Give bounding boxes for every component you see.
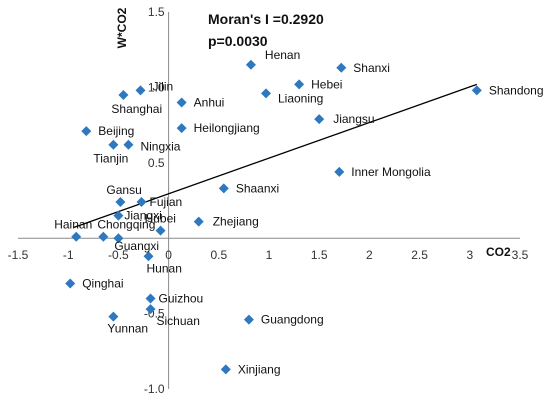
x-tick-label: 0.5: [210, 248, 227, 262]
data-point-heilongjiang: [176, 123, 187, 134]
point-label-guizhou: Guizhou: [159, 292, 204, 306]
point-label-hainan: Hainan: [54, 218, 92, 232]
point-label-qinghai: Qinghai: [82, 276, 123, 290]
data-point-tianjin: [108, 139, 119, 150]
point-label-shaanxi: Shaanxi: [236, 181, 279, 195]
point-label-sichuan: Sichuan: [157, 314, 200, 328]
x-axis-title: CO2: [486, 245, 511, 259]
data-point-jiangsu: [314, 114, 325, 125]
x-tick-label: 0: [165, 248, 172, 262]
point-label-jiangxi: Jiangxi: [124, 209, 161, 223]
point-label-jiangsu: Jiangsu: [333, 112, 374, 126]
data-point-guangdong: [243, 314, 254, 325]
point-label-fujian: Fujian: [149, 195, 182, 209]
point-label-heilongjiang: Heilongjiang: [194, 121, 260, 135]
y-tick-label: 1.0: [148, 80, 165, 94]
data-point-jilin: [135, 85, 146, 96]
data-point-liaoning: [260, 88, 271, 99]
data-point-beijing: [81, 126, 92, 137]
point-label-anhui: Anhui: [194, 95, 225, 109]
data-point-hebei: [294, 79, 305, 90]
data-point-gansu: [115, 197, 126, 208]
x-tick-labels: -1.5 -1 -0.5 0 0.5 1 1.5 2 2.5 3 3.5: [8, 248, 529, 262]
data-point-shanghai: [118, 89, 129, 100]
data-point-anhui: [176, 97, 187, 108]
data-point-shanxi: [336, 62, 347, 73]
point-label-guangdong: Guangdong: [261, 313, 324, 327]
point-label-beijing: Beijing: [98, 124, 134, 138]
point-label-xinjiang: Xinjiang: [238, 362, 281, 376]
data-point-hainan: [71, 231, 82, 242]
y-tick-label: 1.5: [148, 5, 165, 19]
data-point-hunan: [143, 251, 154, 262]
data-point-xinjiang: [220, 364, 231, 375]
data-point-chongqing: [98, 231, 109, 242]
data-point-shaanxi: [218, 183, 229, 194]
point-label-guangxi: Guangxi: [114, 239, 159, 253]
point-label-hunan: Hunan: [147, 261, 182, 275]
point-label-henan: Henan: [265, 48, 300, 62]
point-label-inner-mongolia: Inner Mongolia: [351, 165, 431, 179]
data-point-inner-mongolia: [334, 166, 345, 177]
x-tick-label: -0.5: [108, 248, 129, 262]
point-label-jilin: Jilin: [152, 79, 173, 93]
data-point-ningxia: [123, 139, 134, 150]
point-labels: Henan Shanxi Hebei Shandong Liaoning Jilin Sha…: [54, 48, 543, 377]
x-tick-label: 3.5: [512, 248, 529, 262]
data-point-sichuan: [145, 304, 156, 315]
point-label-shanghai: Shanghai: [111, 102, 162, 116]
data-points: [65, 59, 482, 375]
data-point-yunnan: [108, 311, 119, 322]
data-point-guangxi: [113, 233, 124, 244]
data-point-shandong: [471, 85, 482, 96]
point-label-ningxia: Ningxia: [140, 140, 180, 154]
y-axis-title: W*CO2: [115, 7, 129, 48]
point-label-hubei: Hubei: [145, 212, 176, 226]
morans-i-annotation: Moran's I =0.2920: [208, 11, 324, 27]
x-tick-label: 2: [366, 248, 373, 262]
x-tick-label: 1: [266, 248, 273, 262]
y-tick-label: 0.5: [148, 156, 165, 170]
data-point-jiangxi: [113, 210, 124, 221]
point-label-tianjin: Tianjin: [93, 152, 128, 166]
x-tick-label: 3: [466, 248, 473, 262]
data-point-qinghai: [65, 278, 76, 289]
point-label-liaoning: Liaoning: [278, 91, 323, 105]
y-tick-labels: 1.51.00.5-0.5-1.0: [144, 5, 165, 396]
y-tick-label: -1.0: [144, 382, 165, 396]
point-label-shandong: Shandong: [489, 83, 544, 97]
x-tick-label: 1.5: [311, 248, 328, 262]
data-point-fujian: [136, 197, 147, 208]
data-point-zhejiang: [193, 216, 204, 227]
p-value-annotation: p=0.0030: [208, 33, 268, 49]
x-tick-label: -1.5: [8, 248, 29, 262]
point-label-shanxi: Shanxi: [353, 61, 390, 75]
point-label-hebei: Hebei: [311, 77, 342, 91]
axes: [18, 12, 520, 389]
point-label-yunnan: Yunnan: [107, 322, 148, 336]
data-point-henan: [245, 59, 256, 70]
data-point-guizhou: [145, 293, 156, 304]
point-label-zhejiang: Zhejiang: [213, 215, 259, 229]
x-tick-label: 2.5: [411, 248, 428, 262]
point-label-gansu: Gansu: [106, 183, 141, 197]
data-point-hubei: [155, 225, 166, 236]
point-label-chongqing: Chongqing: [97, 218, 155, 232]
x-tick-label: -1: [63, 248, 74, 262]
